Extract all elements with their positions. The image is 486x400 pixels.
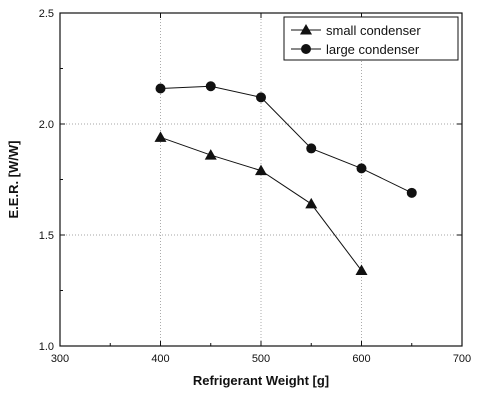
series-group: [154, 81, 417, 276]
data-point-large-condenser: [155, 83, 166, 94]
y-tick-label: 1.0: [39, 341, 54, 353]
legend-marker-small-condenser: [300, 24, 312, 35]
y-tick-label: 2.0: [39, 119, 54, 131]
legend-marker-large-condenser: [301, 44, 311, 54]
legend-label-large-condenser: large condenser: [326, 42, 420, 57]
data-point-large-condenser: [256, 92, 266, 103]
data-point-small-condenser: [204, 149, 217, 160]
data-point-small-condenser: [154, 131, 167, 142]
plot-frame: [59, 12, 463, 347]
y-tick-label: 1.5: [39, 230, 54, 242]
legend-box: [283, 16, 459, 61]
x-tick-label: 600: [352, 353, 370, 365]
x-axis-title: Refrigerant Weight [g]: [193, 373, 329, 388]
data-point-large-condenser: [406, 187, 417, 198]
x-tick-label: 500: [252, 353, 270, 365]
x-tick-label: 300: [51, 353, 69, 365]
legend-label-small-condenser: small condenser: [326, 23, 421, 38]
data-point-small-condenser: [305, 197, 318, 209]
data-point-large-condenser: [205, 81, 216, 92]
x-tick-label: 700: [453, 353, 471, 365]
y-tick-label: 2.5: [39, 8, 54, 20]
data-point-small-condenser: [355, 264, 368, 276]
y-axis-title: E.E.R. [W/W]: [6, 141, 21, 219]
data-point-large-condenser: [306, 143, 317, 154]
grid-lines: [60, 13, 462, 346]
legend: small condenser large condenser: [283, 16, 459, 61]
data-point-large-condenser: [356, 163, 367, 174]
x-tick-label: 400: [151, 353, 169, 365]
axis-ticks: 300 400 500 600 700 1.0 1.5 2.0 2.5: [39, 8, 471, 365]
data-point-small-condenser: [255, 164, 267, 176]
series-line-large-condenser: [160, 85, 412, 194]
